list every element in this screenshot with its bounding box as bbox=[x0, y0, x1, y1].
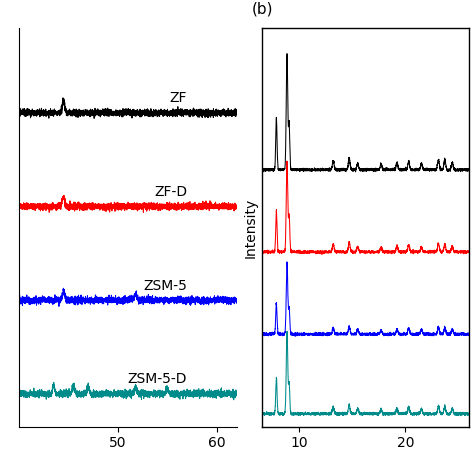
Text: ZF: ZF bbox=[170, 91, 187, 105]
Text: ZSM-5: ZSM-5 bbox=[143, 279, 187, 292]
Y-axis label: Intensity: Intensity bbox=[244, 197, 258, 258]
Text: ZF-D: ZF-D bbox=[154, 185, 187, 199]
Text: (b): (b) bbox=[252, 1, 273, 17]
Text: ZSM-5-D: ZSM-5-D bbox=[128, 372, 187, 386]
